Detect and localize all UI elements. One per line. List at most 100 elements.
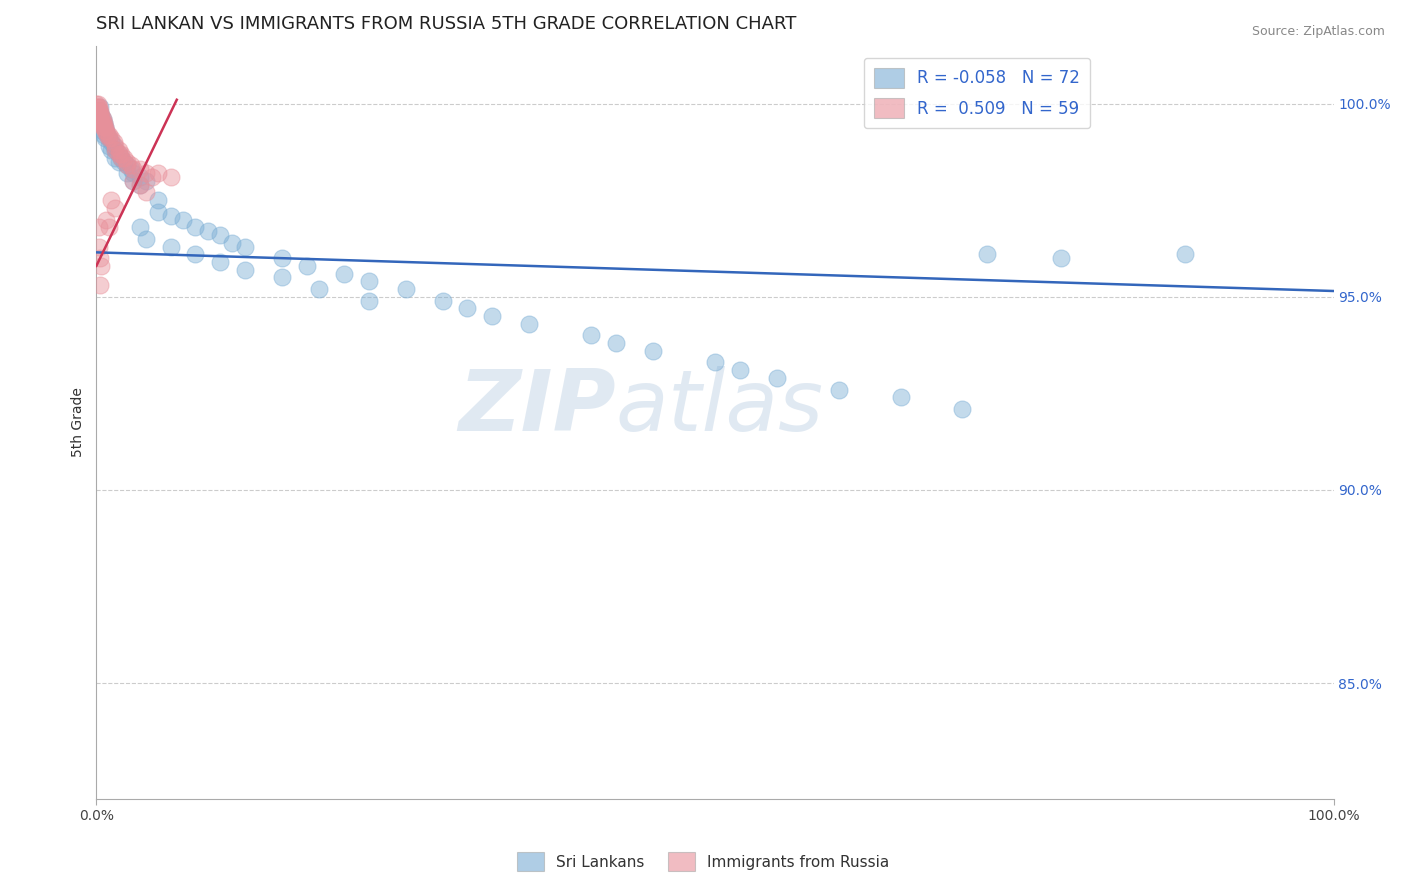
Point	[197, 224, 219, 238]
Point	[148, 193, 170, 207]
Point	[103, 139, 125, 153]
Point	[1174, 247, 1197, 261]
Point	[209, 255, 232, 269]
Point	[889, 390, 911, 404]
Point	[148, 166, 170, 180]
Point	[517, 317, 540, 331]
Point	[87, 220, 110, 235]
Legend: R = -0.058   N = 72, R =  0.509   N = 59: R = -0.058 N = 72, R = 0.509 N = 59	[863, 58, 1090, 128]
Point	[93, 128, 115, 142]
Point	[308, 282, 330, 296]
Point	[100, 193, 122, 207]
Point	[135, 166, 157, 180]
Point	[950, 401, 973, 416]
Point	[110, 146, 132, 161]
Text: atlas: atlas	[616, 366, 824, 449]
Point	[122, 174, 145, 188]
Point	[100, 143, 122, 157]
Point	[93, 116, 115, 130]
Point	[89, 108, 111, 122]
Point	[89, 251, 111, 265]
Point	[128, 178, 150, 192]
Point	[89, 278, 111, 293]
Point	[107, 143, 129, 157]
Point	[110, 151, 132, 165]
Point	[107, 146, 129, 161]
Point	[104, 151, 127, 165]
Point	[86, 100, 108, 114]
Point	[94, 120, 117, 134]
Point	[233, 262, 256, 277]
Point	[605, 336, 627, 351]
Point	[93, 120, 115, 134]
Point	[97, 131, 120, 145]
Point	[86, 104, 108, 119]
Point	[94, 123, 117, 137]
Point	[87, 108, 110, 122]
Point	[357, 274, 380, 288]
Point	[86, 108, 108, 122]
Point	[104, 143, 127, 157]
Point	[128, 162, 150, 177]
Point	[117, 158, 139, 172]
Point	[87, 104, 110, 119]
Point	[728, 363, 751, 377]
Point	[96, 123, 118, 137]
Legend: Sri Lankans, Immigrants from Russia: Sri Lankans, Immigrants from Russia	[510, 847, 896, 877]
Point	[703, 355, 725, 369]
Point	[135, 186, 157, 200]
Point	[91, 112, 114, 126]
Point	[110, 151, 132, 165]
Point	[87, 100, 110, 114]
Point	[97, 128, 120, 142]
Point	[1050, 251, 1073, 265]
Point	[94, 120, 117, 134]
Point	[87, 104, 110, 119]
Point	[233, 239, 256, 253]
Point	[89, 112, 111, 126]
Point	[90, 116, 112, 130]
Point	[100, 131, 122, 145]
Point	[100, 135, 122, 149]
Point	[90, 116, 112, 130]
Point	[91, 112, 114, 126]
Point	[87, 239, 110, 253]
Point	[117, 158, 139, 172]
Point	[641, 343, 664, 358]
Point	[103, 135, 125, 149]
Point	[90, 108, 112, 122]
Point	[97, 220, 120, 235]
Point	[104, 143, 127, 157]
Point	[90, 259, 112, 273]
Point	[122, 174, 145, 188]
Point	[135, 174, 157, 188]
Point	[87, 112, 110, 126]
Point	[91, 123, 114, 137]
Point	[395, 282, 418, 296]
Text: SRI LANKAN VS IMMIGRANTS FROM RUSSIA 5TH GRADE CORRELATION CHART: SRI LANKAN VS IMMIGRANTS FROM RUSSIA 5TH…	[97, 15, 797, 33]
Point	[91, 120, 114, 134]
Text: ZIP: ZIP	[458, 366, 616, 449]
Point	[120, 162, 142, 177]
Point	[104, 139, 127, 153]
Point	[184, 247, 207, 261]
Point	[86, 96, 108, 111]
Point	[221, 235, 243, 250]
Point	[97, 139, 120, 153]
Point	[135, 232, 157, 246]
Point	[148, 204, 170, 219]
Point	[128, 220, 150, 235]
Point	[122, 166, 145, 180]
Point	[90, 108, 112, 122]
Point	[481, 309, 503, 323]
Point	[96, 128, 118, 142]
Point	[333, 267, 356, 281]
Point	[89, 116, 111, 130]
Point	[86, 96, 108, 111]
Point	[295, 259, 318, 273]
Point	[579, 328, 602, 343]
Point	[357, 293, 380, 308]
Point	[209, 227, 232, 242]
Point	[89, 112, 111, 126]
Point	[184, 220, 207, 235]
